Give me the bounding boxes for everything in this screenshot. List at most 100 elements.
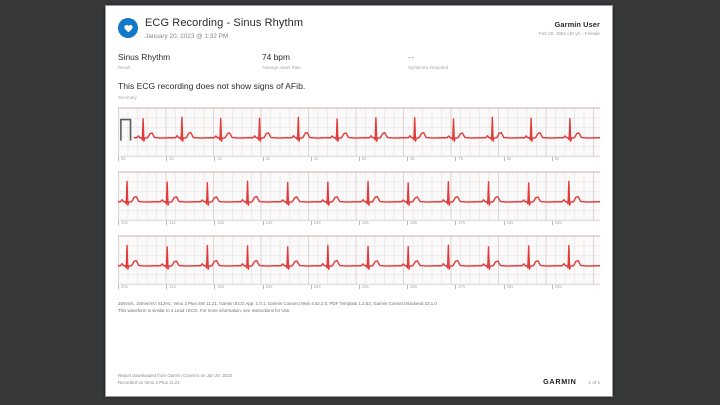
tick-mark	[503, 157, 505, 162]
page-title: ECG Recording - Sinus Rhythm	[145, 17, 304, 29]
tick-label: 0s	[121, 156, 126, 162]
patient-meta: Feb 20, 1982 (40 yr) - Female	[538, 31, 600, 36]
tick-label: 9s	[554, 156, 560, 162]
title-text: ECG Recording - Sinus Rhythm January 20,…	[145, 17, 303, 41]
result-cell-heart-rate: 74 bpm Average Heart Rate	[262, 52, 408, 71]
result-value-rhythm: Sinus Rhythm	[118, 51, 171, 62]
tick-label: 16s	[410, 220, 417, 226]
tick-label: 12s	[217, 220, 225, 226]
tick-label: 20s	[121, 284, 128, 290]
tick-mark	[214, 221, 216, 226]
tick-label: 25s	[362, 284, 369, 290]
tick-mark	[359, 157, 360, 162]
tick-mark	[407, 157, 409, 162]
ecg-grid-1	[118, 107, 600, 158]
time-tick: 1s	[166, 156, 174, 162]
tick-mark	[262, 285, 264, 290]
tick-mark	[551, 285, 553, 290]
tick-mark	[455, 285, 457, 290]
tick-label: 15s	[362, 220, 369, 226]
time-tick: 13s	[262, 221, 272, 226]
time-tick: 15s	[359, 220, 369, 226]
time-tick: 14s	[310, 220, 321, 226]
tick-mark	[262, 157, 264, 162]
tick-mark	[166, 157, 168, 162]
result-cell-symptoms: -- Symptoms Reported	[408, 52, 600, 71]
time-tick: 8s	[503, 156, 512, 162]
ecg-axis-2: 10s 11s 12s 13s 14s 15s 16s 17s 18s 19s	[118, 221, 600, 232]
ecg-trace-1	[118, 108, 600, 156]
time-tick: 6s	[407, 157, 415, 162]
tick-label: 19s	[554, 220, 562, 226]
tick-label: 14s	[313, 220, 321, 226]
tick-mark	[407, 285, 409, 290]
result-value-heart-rate: 74 bpm	[262, 51, 290, 62]
tick-mark	[262, 221, 264, 226]
ecg-strips: 0s 1s 2s 3s 4s 5s 6s 7s 8s 9s 10s 11s 12s 13s 14s 15s 1…	[106, 100, 612, 296]
time-tick: 10s	[118, 220, 128, 226]
time-tick: 20s	[118, 284, 128, 290]
time-tick: 12s	[214, 220, 225, 226]
tick-label: 11s	[169, 220, 176, 226]
tick-label: 28s	[506, 284, 514, 290]
tick-mark	[455, 157, 457, 162]
ecg-axis-3: 20s 21s 22s 23s 24s 25s 26s 27s 28s 29s	[118, 285, 600, 296]
time-tick: 21s	[166, 284, 176, 290]
page-number: 1 of 1	[588, 380, 601, 385]
report-page: ECG Recording - Sinus Rhythm January 20,…	[105, 5, 613, 397]
tick-label: 29s	[554, 284, 562, 290]
tick-mark	[503, 221, 505, 226]
tick-label: 26s	[410, 284, 417, 290]
tick-mark	[551, 221, 553, 226]
time-tick: 16s	[407, 220, 417, 226]
time-tick: 23s	[262, 285, 272, 290]
ecg-strip-2: 10s 11s 12s 13s 14s 15s 16s 17s 18s 19s	[118, 171, 600, 232]
heart-icon	[118, 18, 138, 38]
footer-left: Report downloaded from Garmin Connect on…	[118, 373, 232, 386]
tick-label: 27s	[458, 284, 466, 290]
tick-mark	[503, 285, 505, 290]
tick-label: 1s	[169, 156, 174, 162]
recording-datetime: January 20, 2023 @ 1:32 PM	[145, 32, 229, 40]
technote-line-2: This waveform is similar to a Lead I ECG…	[118, 308, 291, 314]
tick-mark	[118, 285, 119, 290]
tick-mark	[166, 285, 168, 290]
tick-label: 2s	[217, 156, 222, 162]
garmin-logo: GARMIN	[543, 377, 577, 386]
tick-label: 22s	[217, 284, 225, 290]
time-tick: 27s	[455, 284, 466, 290]
tick-mark	[310, 157, 312, 162]
result-label-rhythm: Result	[118, 64, 131, 70]
tick-mark	[455, 221, 457, 226]
ecg-trace-3	[118, 236, 600, 284]
tick-label: 10s	[121, 220, 128, 226]
time-tick: 9s	[551, 156, 560, 162]
tick-mark	[359, 285, 360, 290]
tick-label: 8s	[506, 156, 512, 162]
ecg-grid-2	[118, 171, 600, 222]
time-tick: 24s	[310, 284, 321, 290]
time-tick: 2s	[214, 156, 222, 162]
time-tick: 11s	[166, 220, 176, 226]
tick-label: 17s	[458, 220, 466, 226]
result-cell-rhythm: Sinus Rhythm Result	[118, 52, 262, 71]
tick-mark	[118, 157, 119, 162]
tick-label: 21s	[169, 284, 176, 290]
time-tick: 17s	[455, 220, 466, 226]
tick-label: 24s	[313, 284, 321, 290]
tick-mark	[359, 221, 360, 226]
technote-line-1: 25mm/s, 10mm/mV, 512Hz, Venu 2 Plus SW 1…	[118, 301, 437, 307]
report-header: ECG Recording - Sinus Rhythm January 20,…	[106, 6, 612, 41]
time-tick: 4s	[310, 157, 318, 162]
tick-label: 5s	[362, 156, 367, 162]
ecg-strip-3: 20s 21s 22s 23s 24s 25s 26s 27s 28s 29s	[118, 235, 600, 296]
tick-mark	[118, 221, 119, 226]
tick-mark	[551, 157, 553, 162]
tick-label: 18s	[506, 220, 514, 226]
time-tick: 29s	[551, 284, 562, 290]
ecg-axis-1: 0s 1s 2s 3s 4s 5s 6s 7s 8s 9s	[118, 157, 600, 168]
time-tick: 18s	[503, 220, 514, 226]
tick-mark	[214, 157, 216, 162]
tick-mark	[214, 285, 216, 290]
